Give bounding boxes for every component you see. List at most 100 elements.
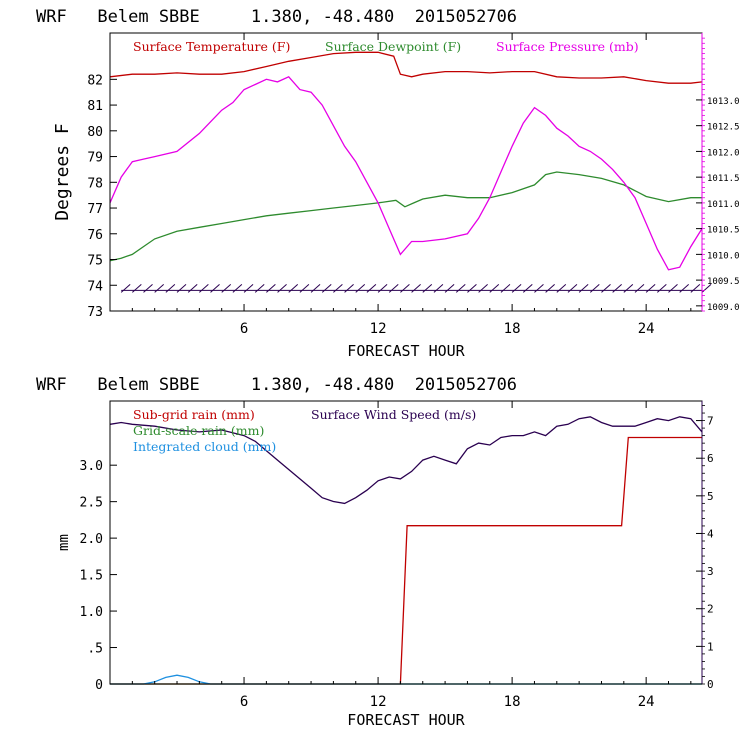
y-tick-label: 79 bbox=[87, 151, 103, 166]
y-tick-label: 2.5 bbox=[80, 496, 103, 511]
wind-barb bbox=[478, 284, 488, 293]
y-tick-label: 78 bbox=[87, 176, 103, 191]
y-tick-label: .5 bbox=[87, 642, 103, 657]
y2-tick-label: 2 bbox=[707, 603, 714, 616]
wind-barb bbox=[612, 284, 622, 293]
wind-barb bbox=[266, 284, 276, 293]
series-line-surface-temperature-f bbox=[109, 51, 703, 84]
wind-barb bbox=[422, 284, 433, 293]
wind-barb bbox=[578, 284, 589, 293]
wind-barb bbox=[411, 284, 421, 293]
legend-entry: Surface Wind Speed (m/s) bbox=[311, 407, 476, 422]
y2-tick-label: 3 bbox=[707, 565, 714, 578]
x-tick-label: 6 bbox=[240, 321, 248, 337]
x-axis-label: FORECAST HOUR bbox=[347, 711, 465, 729]
y-axis-label: Degrees F bbox=[52, 123, 73, 221]
y2-tick-label: 6 bbox=[707, 452, 714, 465]
wind-barb bbox=[120, 284, 131, 293]
x-tick-label: 24 bbox=[638, 694, 655, 710]
wind-barb bbox=[601, 284, 611, 293]
wind-barb bbox=[545, 284, 555, 293]
x-tick-label: 24 bbox=[638, 321, 655, 337]
wind-barb bbox=[277, 284, 287, 293]
y-tick-label: 82 bbox=[87, 73, 103, 88]
wind-barb bbox=[467, 284, 477, 293]
y-tick-label: 74 bbox=[87, 279, 103, 294]
wind-barb bbox=[556, 284, 567, 293]
wind-barb bbox=[199, 284, 209, 293]
wind-barb bbox=[388, 284, 399, 293]
wind-barb bbox=[522, 284, 533, 293]
wind-barb bbox=[366, 284, 377, 293]
legend-entry: Grid-scale rain (mm) bbox=[133, 423, 264, 438]
x-tick-label: 12 bbox=[370, 694, 387, 710]
y-tick-label: 75 bbox=[87, 254, 103, 269]
y-tick-label: 3.0 bbox=[80, 459, 103, 474]
y-tick-label: 77 bbox=[87, 202, 103, 217]
wind-barb bbox=[645, 284, 656, 293]
y2-tick-label: 4 bbox=[707, 527, 714, 540]
y-tick-label: 73 bbox=[87, 305, 103, 320]
chart-panel-2 bbox=[109, 400, 705, 685]
wind-barb bbox=[589, 284, 600, 293]
y-tick-label: 76 bbox=[87, 228, 103, 243]
wind-barb bbox=[333, 284, 343, 293]
x-tick-label: 18 bbox=[504, 321, 521, 337]
wind-barb bbox=[444, 284, 455, 293]
y2-tick-label: 7 bbox=[707, 415, 714, 428]
y2-tick-label: 1013.0 bbox=[707, 97, 740, 107]
y-tick-label: 81 bbox=[87, 99, 103, 114]
wind-barb bbox=[344, 284, 354, 293]
legend-entry: Surface Dewpoint (F) bbox=[325, 39, 461, 54]
wind-barb bbox=[165, 284, 176, 293]
x-axis-label: FORECAST HOUR bbox=[347, 342, 465, 360]
wind-barb bbox=[154, 284, 165, 293]
y2-tick-label: 1012.0 bbox=[707, 148, 740, 158]
wind-barb bbox=[567, 284, 578, 293]
y2-tick-label: 0 bbox=[707, 678, 714, 691]
wind-barb bbox=[210, 284, 220, 293]
chart-title: WRF Belem SBBE 1.380, -48.480 2015052706 bbox=[36, 375, 517, 395]
wind-barb bbox=[143, 284, 153, 293]
y2-tick-label: 1011.5 bbox=[707, 174, 740, 184]
y2-tick-label: 5 bbox=[707, 490, 714, 503]
wind-barb bbox=[243, 284, 254, 293]
wind-barb bbox=[489, 284, 500, 293]
y2-tick-label: 1 bbox=[707, 640, 714, 653]
wind-barb bbox=[221, 284, 232, 293]
wind-barb bbox=[176, 284, 187, 293]
wind-barb bbox=[500, 284, 511, 293]
y-axis-label: mm bbox=[56, 534, 72, 551]
wind-barb bbox=[679, 284, 689, 293]
y2-tick-label: 1009.0 bbox=[707, 303, 740, 313]
legend-entry: Sub-grid rain (mm) bbox=[133, 407, 255, 422]
wind-barb bbox=[634, 284, 645, 293]
wind-barb bbox=[321, 284, 332, 293]
wind-barb bbox=[400, 284, 410, 293]
wind-barb bbox=[310, 284, 321, 293]
wind-barb bbox=[355, 284, 366, 293]
wind-barb bbox=[455, 284, 466, 293]
x-tick-label: 12 bbox=[370, 321, 387, 337]
y-tick-label: 1.0 bbox=[80, 605, 103, 620]
y2-tick-label: 1009.5 bbox=[707, 277, 740, 287]
wind-barb bbox=[132, 284, 142, 293]
y2-tick-label: 1011.0 bbox=[707, 200, 740, 210]
wind-barb bbox=[534, 284, 544, 293]
y2-tick-label: 1010.5 bbox=[707, 226, 740, 236]
wind-barb bbox=[187, 284, 198, 293]
chart-title: WRF Belem SBBE 1.380, -48.480 2015052706 bbox=[36, 7, 517, 27]
wind-barb bbox=[668, 284, 678, 293]
wind-barb bbox=[377, 284, 388, 293]
series-line-integrated-cloud-mm bbox=[110, 674, 702, 685]
wind-barb bbox=[288, 284, 299, 293]
y-tick-label: 1.5 bbox=[80, 569, 103, 584]
y-tick-label: 2.0 bbox=[80, 532, 103, 547]
wind-barb bbox=[511, 284, 522, 293]
wind-barb bbox=[232, 284, 243, 293]
y-tick-label: 0 bbox=[95, 678, 103, 693]
wind-barb bbox=[433, 284, 444, 293]
wind-barb bbox=[701, 284, 712, 293]
y-tick-label: 80 bbox=[87, 125, 103, 140]
